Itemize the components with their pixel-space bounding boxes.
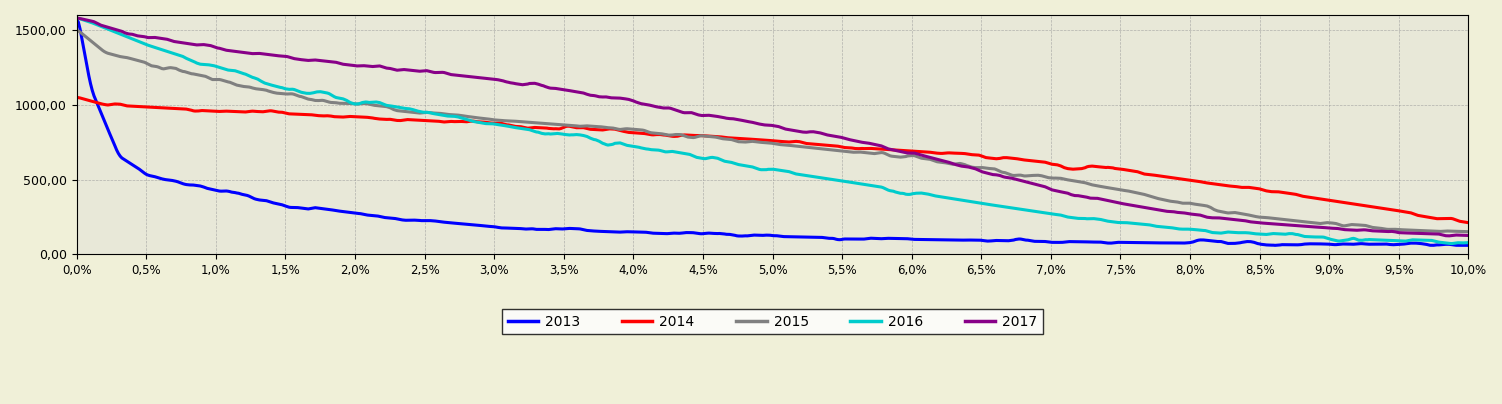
2017 xyxy=(912,153,930,158)
2015 xyxy=(954,162,972,167)
2013 xyxy=(1123,240,1142,245)
2014 xyxy=(1123,168,1142,173)
2014 xyxy=(912,149,930,154)
2014 xyxy=(876,147,894,152)
2017 xyxy=(954,164,972,169)
2017 xyxy=(1123,203,1142,208)
2016 xyxy=(1123,221,1142,226)
2014 xyxy=(1460,220,1478,225)
Line: 2016: 2016 xyxy=(77,18,1469,244)
2016 xyxy=(912,191,930,196)
2014 xyxy=(153,105,171,110)
2015 xyxy=(1266,216,1284,221)
Line: 2017: 2017 xyxy=(77,18,1469,236)
2015 xyxy=(1123,189,1142,194)
2013 xyxy=(876,236,894,241)
2016 xyxy=(1266,231,1284,236)
2015 xyxy=(912,156,930,161)
2017 xyxy=(68,16,86,21)
Line: 2015: 2015 xyxy=(77,31,1469,231)
2013 xyxy=(153,177,171,181)
2013 xyxy=(68,17,86,22)
2014 xyxy=(1266,189,1284,194)
2015 xyxy=(1460,229,1478,234)
2015 xyxy=(68,28,86,33)
2013 xyxy=(1460,243,1478,248)
2014 xyxy=(68,95,86,100)
2013 xyxy=(954,238,972,242)
2016 xyxy=(876,186,894,191)
2017 xyxy=(153,36,171,41)
Legend: 2013, 2014, 2015, 2016, 2017: 2013, 2014, 2015, 2016, 2017 xyxy=(502,309,1042,334)
2016 xyxy=(1460,240,1478,245)
2017 xyxy=(1440,234,1458,238)
2017 xyxy=(876,145,894,150)
2016 xyxy=(1442,241,1460,246)
2016 xyxy=(153,47,171,52)
2017 xyxy=(1460,233,1478,238)
2014 xyxy=(954,151,972,156)
Line: 2013: 2013 xyxy=(77,20,1469,245)
2015 xyxy=(876,151,894,156)
2013 xyxy=(1266,243,1284,248)
2016 xyxy=(68,16,86,21)
2015 xyxy=(153,66,171,71)
Line: 2014: 2014 xyxy=(77,97,1469,223)
2013 xyxy=(912,237,930,242)
2017 xyxy=(1266,221,1284,226)
2016 xyxy=(954,198,972,203)
